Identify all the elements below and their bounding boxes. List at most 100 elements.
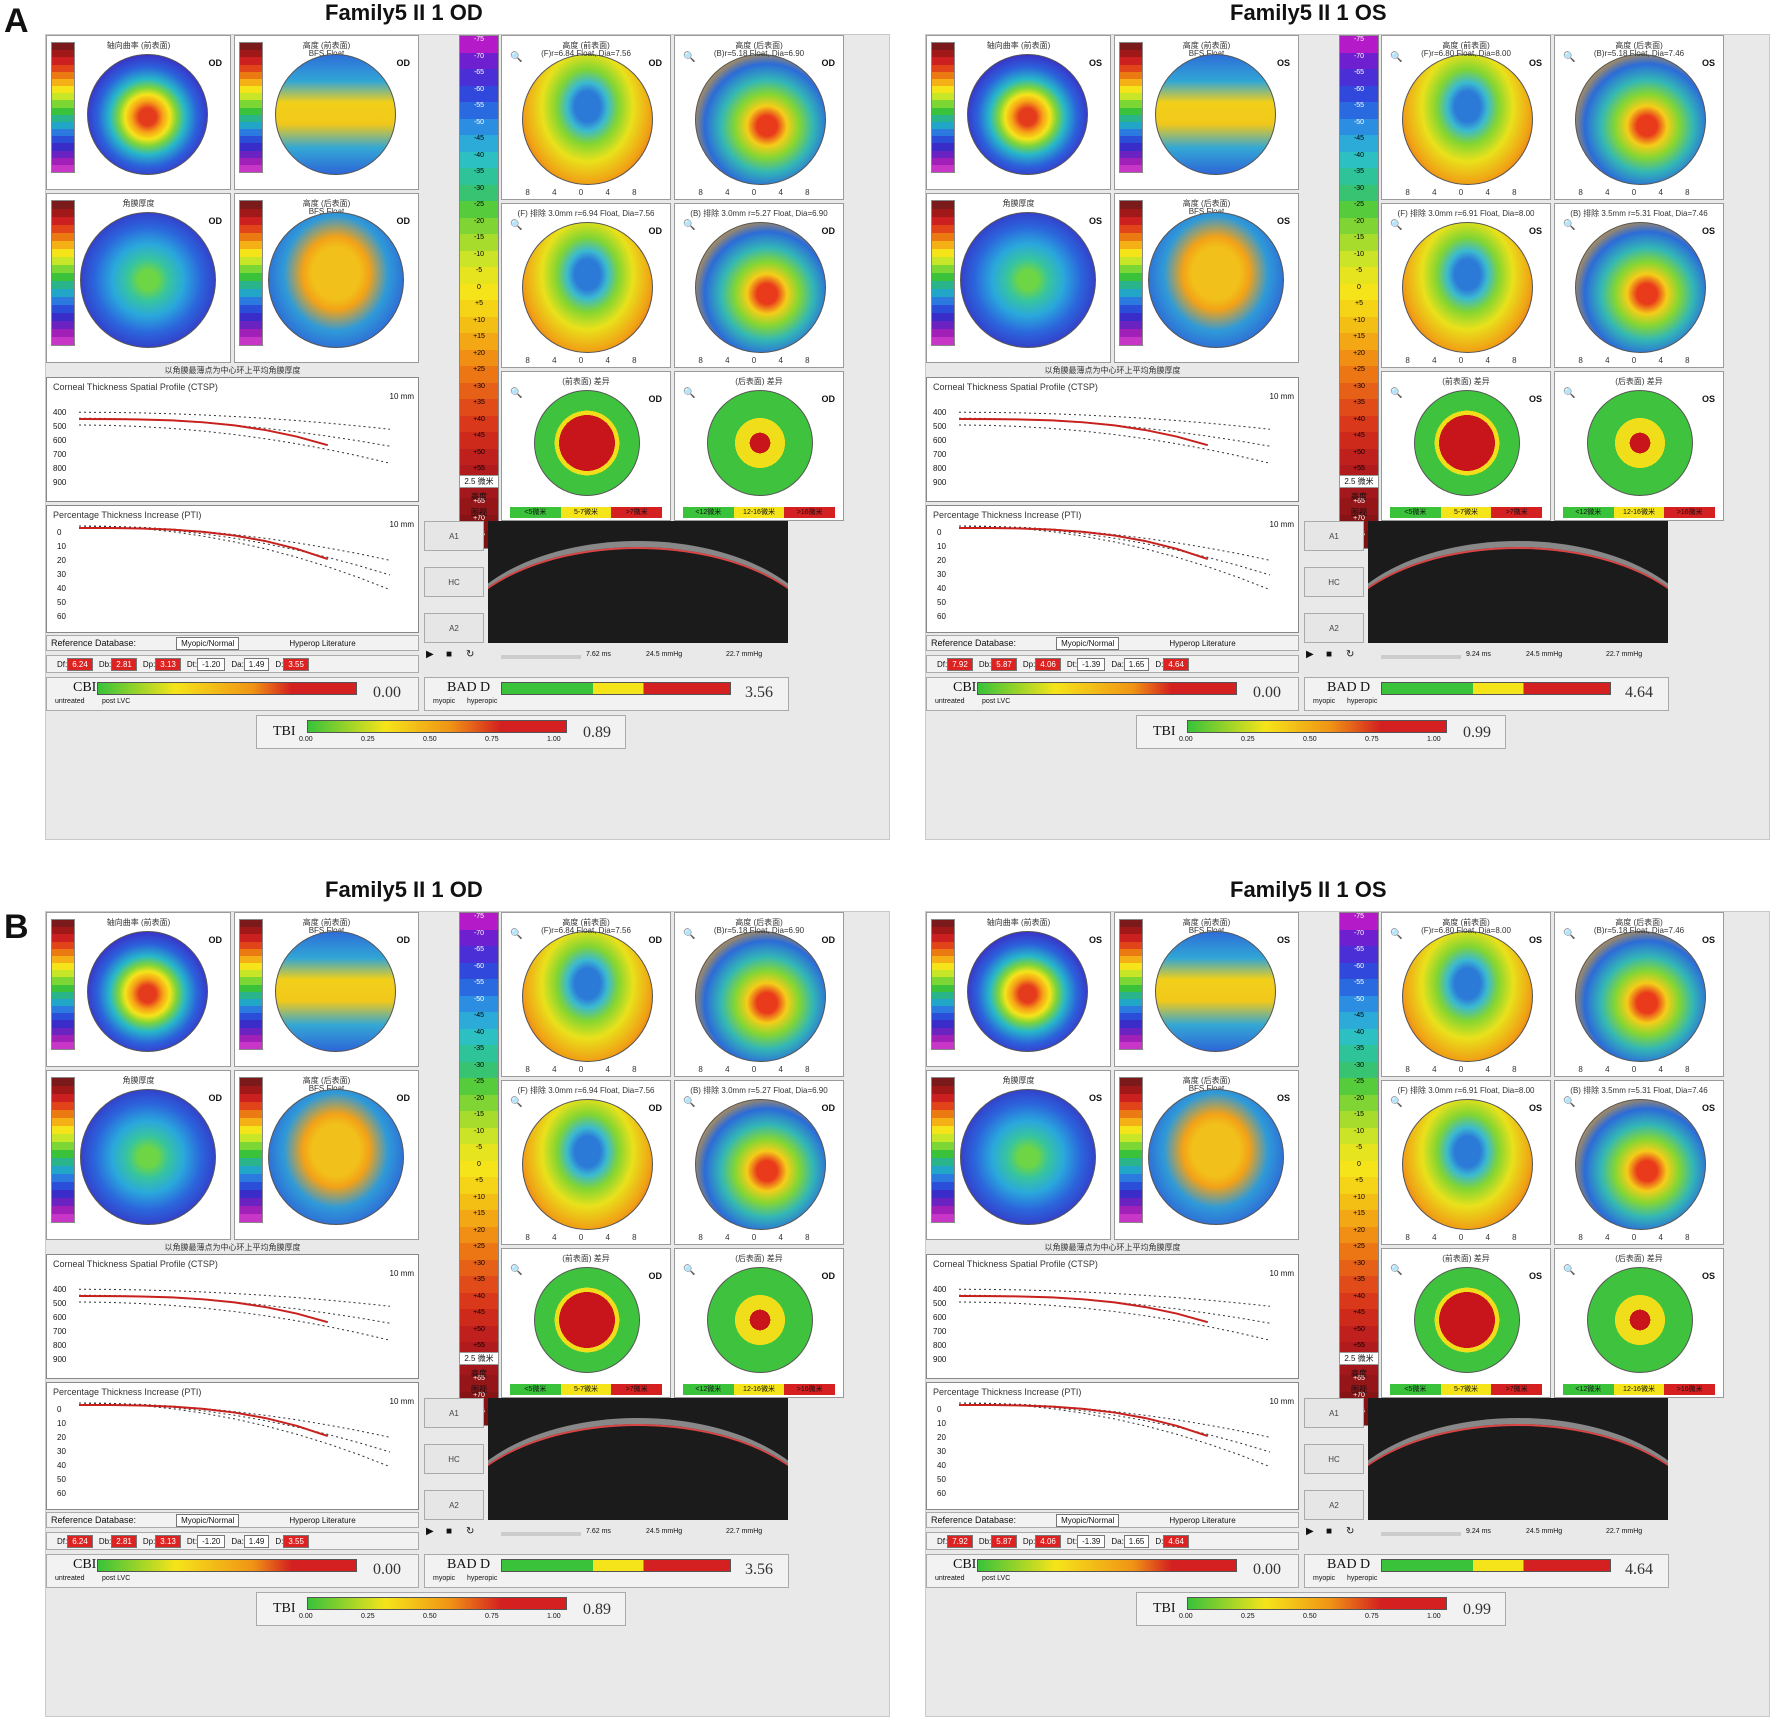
hc-button[interactable]: HC [1304, 1444, 1364, 1474]
replay-icon[interactable]: ↻ [466, 649, 475, 660]
stop-icon[interactable]: ■ [446, 649, 453, 660]
magnifier-icon[interactable]: 🔍 [1563, 1265, 1576, 1276]
front-elevation-small-box-map[interactable] [1155, 931, 1276, 1052]
magnifier-icon[interactable]: 🔍 [1390, 388, 1403, 399]
back-elevation-box-map[interactable] [1574, 54, 1706, 185]
back-elevation-box-map[interactable] [694, 54, 826, 185]
front-difference-box-map[interactable] [534, 1267, 640, 1373]
back-difference-box-map[interactable] [707, 1267, 813, 1373]
magnifier-icon[interactable]: 🔍 [1563, 388, 1576, 399]
myopic-option[interactable]: myopic [1313, 1575, 1336, 1582]
back-exclusion-box-map[interactable] [1574, 1099, 1706, 1230]
a2-button[interactable]: A2 [1304, 613, 1364, 643]
magnifier-icon[interactable]: 🔍 [683, 220, 696, 231]
thickness-box-map[interactable] [79, 1089, 216, 1225]
a2-button[interactable]: A2 [424, 613, 484, 643]
back-elevation-box-map[interactable] [1574, 931, 1706, 1062]
magnifier-icon[interactable]: 🔍 [683, 1265, 696, 1276]
front-elevation-box-map[interactable] [1401, 54, 1533, 185]
axial-curvature-box-map[interactable] [967, 931, 1088, 1052]
myopic-option[interactable]: myopic [433, 698, 456, 705]
myopic-option[interactable]: myopic [1313, 698, 1336, 705]
magnifier-icon[interactable]: 🔍 [683, 388, 696, 399]
hyperopic-option[interactable]: hyperopic [1347, 698, 1378, 705]
thickness-box-map[interactable] [959, 1089, 1096, 1225]
front-elevation-box-map[interactable] [521, 54, 653, 185]
hyperopic-option[interactable]: hyperopic [1347, 1575, 1378, 1582]
myopic-radio[interactable]: Myopic/Normal [176, 637, 240, 650]
magnifier-icon[interactable]: 🔍 [1563, 220, 1576, 231]
magnifier-icon[interactable]: 🔍 [683, 929, 696, 940]
magnifier-icon[interactable]: 🔍 [510, 52, 523, 63]
time-slider[interactable] [1381, 1532, 1461, 1536]
myopic-radio[interactable]: Myopic/Normal [1056, 1514, 1120, 1527]
front-elevation-box-map[interactable] [521, 931, 653, 1062]
magnifier-icon[interactable]: 🔍 [683, 52, 696, 63]
play-icon[interactable]: ▶ [426, 1526, 434, 1537]
post-lvc-radio[interactable]: post LVC [982, 1575, 1011, 1582]
magnifier-icon[interactable]: 🔍 [1563, 1097, 1576, 1108]
magnifier-icon[interactable]: 🔍 [1390, 220, 1403, 231]
hc-button[interactable]: HC [1304, 567, 1364, 597]
front-exclusion-box-map[interactable] [521, 222, 653, 353]
time-slider[interactable] [1381, 655, 1461, 659]
axial-curvature-box-map[interactable] [967, 54, 1088, 175]
back-elevation-small-box-map[interactable] [267, 1089, 404, 1225]
front-elevation-small-box-map[interactable] [1155, 54, 1276, 175]
axial-curvature-box-map[interactable] [87, 54, 208, 175]
back-elevation-small-box-map[interactable] [267, 212, 404, 348]
a2-button[interactable]: A2 [1304, 1490, 1364, 1520]
post-lvc-radio[interactable]: post LVC [102, 698, 131, 705]
magnifier-icon[interactable]: 🔍 [1390, 929, 1403, 940]
hyperopic-radio[interactable]: Hyperop Literature [1169, 1515, 1236, 1525]
a1-button[interactable]: A1 [424, 1398, 484, 1428]
play-icon[interactable]: ▶ [1306, 649, 1314, 660]
back-difference-box-map[interactable] [1587, 1267, 1693, 1373]
a1-button[interactable]: A1 [1304, 521, 1364, 551]
back-elevation-small-box-map[interactable] [1147, 1089, 1284, 1225]
hyperopic-option[interactable]: hyperopic [467, 698, 498, 705]
back-exclusion-box-map[interactable] [1574, 222, 1706, 353]
hyperopic-radio[interactable]: Hyperop Literature [289, 1515, 356, 1525]
replay-icon[interactable]: ↻ [1346, 1526, 1355, 1537]
front-exclusion-box-map[interactable] [1401, 222, 1533, 353]
magnifier-icon[interactable]: 🔍 [510, 220, 523, 231]
time-slider[interactable] [501, 1532, 581, 1536]
replay-icon[interactable]: ↻ [1346, 649, 1355, 660]
magnifier-icon[interactable]: 🔍 [510, 388, 523, 399]
hyperopic-radio[interactable]: Hyperop Literature [1169, 638, 1236, 648]
back-elevation-box-map[interactable] [694, 931, 826, 1062]
hc-button[interactable]: HC [424, 1444, 484, 1474]
back-elevation-small-box-map[interactable] [1147, 212, 1284, 348]
hc-button[interactable]: HC [424, 567, 484, 597]
a2-button[interactable]: A2 [424, 1490, 484, 1520]
back-exclusion-box-map[interactable] [694, 1099, 826, 1230]
hyperopic-option[interactable]: hyperopic [467, 1575, 498, 1582]
magnifier-icon[interactable]: 🔍 [510, 1265, 523, 1276]
time-slider[interactable] [501, 655, 581, 659]
myopic-radio[interactable]: Myopic/Normal [1056, 637, 1120, 650]
myopic-option[interactable]: myopic [433, 1575, 456, 1582]
magnifier-icon[interactable]: 🔍 [1390, 1265, 1403, 1276]
magnifier-icon[interactable]: 🔍 [1390, 52, 1403, 63]
magnifier-icon[interactable]: 🔍 [1563, 52, 1576, 63]
untreated-radio[interactable]: untreated [55, 698, 85, 705]
back-difference-box-map[interactable] [1587, 390, 1693, 496]
thickness-box-map[interactable] [959, 212, 1096, 348]
play-icon[interactable]: ▶ [1306, 1526, 1314, 1537]
front-exclusion-box-map[interactable] [1401, 1099, 1533, 1230]
untreated-radio[interactable]: untreated [935, 1575, 965, 1582]
thickness-box-map[interactable] [79, 212, 216, 348]
stop-icon[interactable]: ■ [446, 1526, 453, 1537]
front-difference-box-map[interactable] [1414, 390, 1520, 496]
post-lvc-radio[interactable]: post LVC [982, 698, 1011, 705]
hyperopic-radio[interactable]: Hyperop Literature [289, 638, 356, 648]
magnifier-icon[interactable]: 🔍 [683, 1097, 696, 1108]
untreated-radio[interactable]: untreated [55, 1575, 85, 1582]
front-exclusion-box-map[interactable] [521, 1099, 653, 1230]
untreated-radio[interactable]: untreated [935, 698, 965, 705]
front-elevation-small-box-map[interactable] [275, 54, 396, 175]
post-lvc-radio[interactable]: post LVC [102, 1575, 131, 1582]
axial-curvature-box-map[interactable] [87, 931, 208, 1052]
stop-icon[interactable]: ■ [1326, 1526, 1333, 1537]
